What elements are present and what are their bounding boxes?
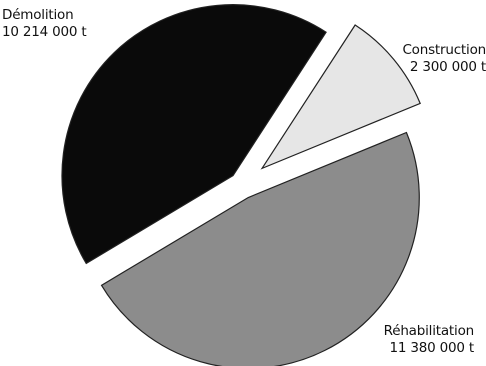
slice-label-construction: Construction 2 300 000 t <box>402 42 486 76</box>
slice-demolition <box>61 4 327 265</box>
slice-value-construction: 2 300 000 t <box>409 59 486 75</box>
slice-name-construction: Construction <box>402 42 486 58</box>
slice-label-rehabilitation: Réhabilitation 11 380 000 t <box>383 323 475 357</box>
slice-value-rehabilitation: 11 380 000 t <box>389 340 475 356</box>
slice-value-demolition: 10 214 000 t <box>2 24 87 40</box>
slice-name-demolition: Démolition <box>2 7 74 23</box>
slice-name-rehabilitation: Réhabilitation <box>383 323 475 339</box>
slice-construction <box>260 24 421 170</box>
slice-label-demolition: Démolition 10 214 000 t <box>2 7 87 41</box>
slice-rehabilitation <box>100 131 420 366</box>
